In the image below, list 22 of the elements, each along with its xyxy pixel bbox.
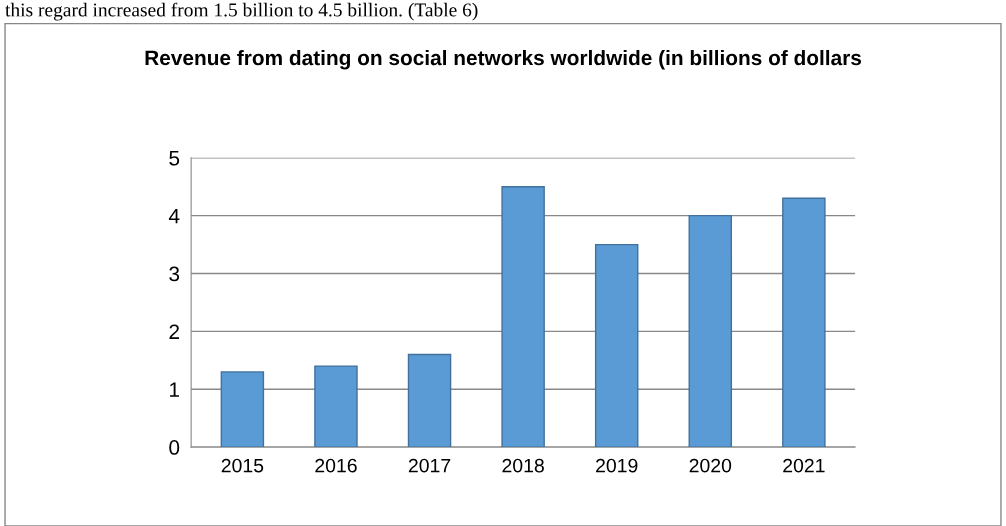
text: this regard increased from 1.5 billion to 4.5 billion. (Table 6) [5,2,478,21]
x-tick-label: 2020 [689,458,732,473]
bar [782,197,826,448]
bar [594,243,639,448]
bar [407,353,452,448]
bar [314,365,358,448]
y-tick-label: 2 [169,324,179,339]
bar [501,186,545,448]
x-tick-label: 2019 [596,458,638,473]
y-tick-label: 3 [169,266,180,282]
bar [220,371,265,448]
y-tick-label: 1 [170,382,180,397]
x-tick-label: 2016 [315,458,357,473]
y-tick-label: 0 [169,440,180,455]
y-tick-label: 4 [168,208,180,224]
chart-title: Revenue from dating on social networks worldwide (in billions of dollars [145,49,862,70]
x-tick-label: 2015 [221,458,264,473]
x-tick-label: 2017 [408,458,451,473]
x-tick-label: 2021 [783,458,825,473]
x-tick-label: 2018 [502,458,544,473]
bar [688,214,733,448]
y-tick-label: 5 [169,151,180,166]
